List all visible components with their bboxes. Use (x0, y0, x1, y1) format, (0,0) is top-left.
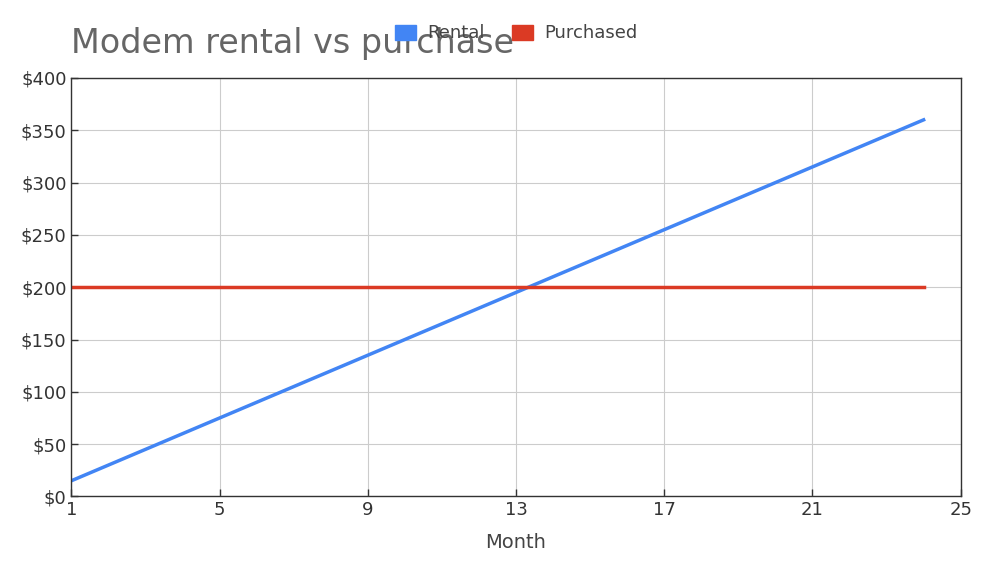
X-axis label: Month: Month (486, 533, 546, 552)
Text: Modem rental vs purchase: Modem rental vs purchase (71, 27, 514, 60)
Legend: Rental, Purchased: Rental, Purchased (394, 24, 638, 42)
